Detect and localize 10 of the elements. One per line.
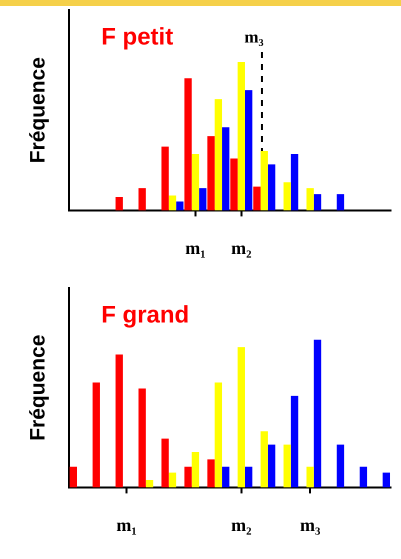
x-tick-label: m₃: [300, 514, 321, 535]
x-tick-label: m₂: [231, 514, 252, 535]
y-axis-title: Fréquence: [26, 57, 50, 164]
x-tick-label: m₁: [116, 514, 137, 535]
chart-title: F petit: [101, 24, 174, 51]
x-tick-label: m₂: [231, 238, 252, 258]
text: m₃: [244, 27, 264, 46]
x-tick-label: m₁: [185, 238, 206, 258]
chart-title: F grand: [101, 302, 190, 329]
y-axis-title: Fréquence: [26, 334, 50, 441]
